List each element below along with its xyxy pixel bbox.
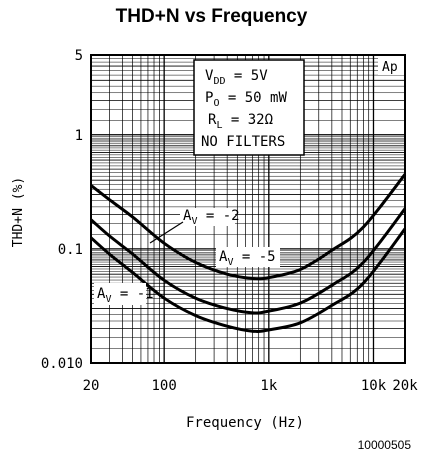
- series-line-0: [90, 227, 407, 333]
- series-label-av2: AV = -2: [149, 208, 240, 244]
- y-tick-label: 1: [75, 128, 83, 144]
- series-label-av1: AV = -1: [94, 283, 154, 305]
- x-tick-label: 1k: [260, 378, 277, 394]
- figure-id: 10000505: [357, 438, 411, 452]
- conditions-box-frame: [193, 59, 305, 156]
- tick-labels: 20 100 1k 10k 20k 5 1 0.1 0.010: [41, 48, 418, 394]
- condition-rl: RL = 32Ω: [208, 112, 273, 131]
- series-line-2: [90, 173, 407, 281]
- series-label-av5-text: AV = -5: [219, 249, 276, 268]
- y-tick-label: 0.010: [41, 356, 83, 372]
- curves: [90, 173, 407, 333]
- plot-frame: [90, 54, 406, 364]
- series-label-av2-pointer: [149, 221, 184, 244]
- x-axis-label: Frequency (Hz): [186, 415, 304, 431]
- series-label-av2-text: AV = -2: [183, 208, 240, 227]
- x-tick-label: 20: [83, 378, 100, 394]
- y-axis-label: THD+N (%): [11, 177, 26, 247]
- x-tick-label: 100: [152, 378, 177, 394]
- condition-filters: NO FILTERS: [201, 134, 285, 150]
- series-label-av5: AV = -5: [216, 247, 280, 268]
- series-label-av1-text: AV = -1: [97, 286, 154, 305]
- x-tick-label: 20k: [392, 378, 418, 394]
- corner-label: Ap: [382, 60, 398, 75]
- corner-label-box: Ap: [378, 58, 404, 75]
- x-tick-label: 10k: [361, 378, 387, 394]
- y-tick-label: 5: [75, 48, 83, 64]
- condition-po: PO = 50 mW: [205, 90, 287, 109]
- condition-vdd: VDD = 5V: [205, 68, 268, 87]
- y-tick-label: 0.1: [58, 242, 83, 258]
- conditions-box: VDD = 5V PO = 50 mW RL = 32Ω NO FILTERS: [193, 59, 305, 156]
- series-line-1: [90, 207, 407, 315]
- chart-title: THD+N vs Frequency: [115, 6, 308, 27]
